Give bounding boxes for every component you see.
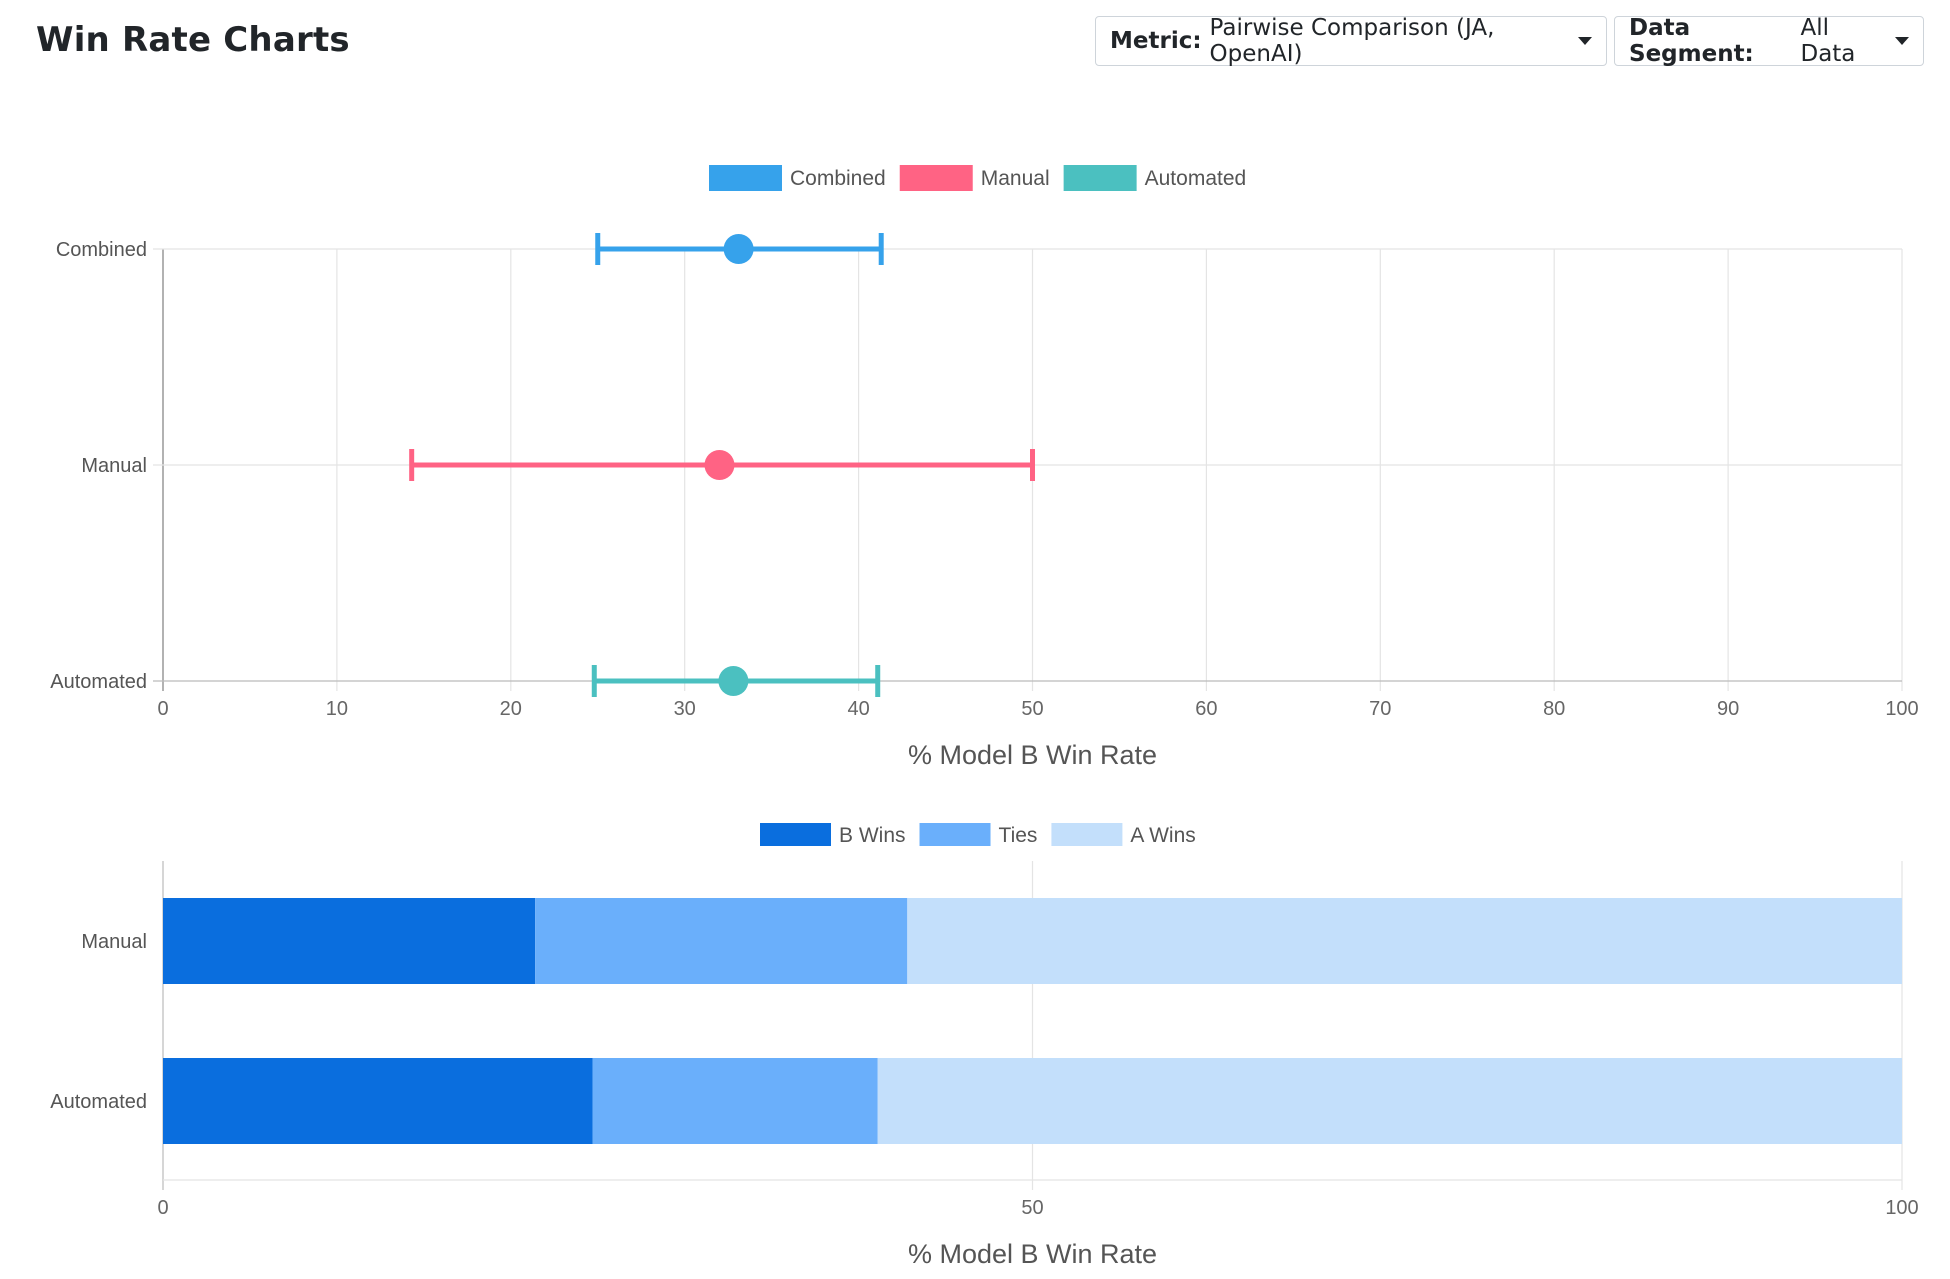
header-bar: Win Rate Charts Metric: Pairwise Compari… xyxy=(0,0,1950,90)
x-tick-label-60: 60 xyxy=(1195,698,1217,720)
legend-label-ties: Ties xyxy=(999,824,1038,847)
legend-swatch-manual xyxy=(899,165,973,191)
legend-swatch-combined xyxy=(709,165,782,191)
caret-down-icon xyxy=(1895,37,1909,45)
bar-manual-ties xyxy=(535,898,908,984)
legend-label-automated: Automated xyxy=(1145,167,1247,190)
data-point-manual xyxy=(704,450,735,480)
legend-label-combined: Combined xyxy=(790,167,886,190)
legend-swatch-a-wins xyxy=(1051,823,1123,846)
x-tick-label-50: 50 xyxy=(1021,1197,1043,1219)
legend-label-a-wins: A Wins xyxy=(1130,824,1195,847)
y-category-label-automated: Automated xyxy=(50,671,147,693)
x-tick-label-0: 0 xyxy=(157,1197,168,1219)
x-axis-title: % Model B Win Rate xyxy=(908,740,1157,770)
caret-down-icon xyxy=(1578,37,1592,45)
y-category-label-automated: Automated xyxy=(50,1091,147,1113)
y-category-label-manual: Manual xyxy=(81,455,147,477)
data-segment-dropdown-label: Data Segment: xyxy=(1629,15,1754,67)
legend-swatch-b-wins xyxy=(760,823,831,846)
x-tick-label-100: 100 xyxy=(1885,1197,1918,1219)
metric-dropdown[interactable]: Metric: Pairwise Comparison (JA, OpenAI) xyxy=(1095,15,1607,67)
bar-manual-b-wins xyxy=(163,898,536,984)
x-tick-label-70: 70 xyxy=(1369,698,1391,720)
x-tick-label-20: 20 xyxy=(500,698,522,720)
stacked-bar-chart: B Wins Ties A Wins 0 50 100 Manual Automated % M… xyxy=(50,823,1919,1269)
y-category-label-manual: Manual xyxy=(81,931,147,953)
x-tick-label-90: 90 xyxy=(1717,698,1739,720)
x-tick-label-0: 0 xyxy=(157,698,168,720)
x-axis-title: % Model B Win Rate xyxy=(908,1239,1157,1269)
y-category-label-combined: Combined xyxy=(56,239,147,261)
legend-swatch-automated xyxy=(1063,165,1137,191)
x-tick-label-10: 10 xyxy=(326,698,348,720)
legend-swatch-ties xyxy=(919,823,991,846)
metric-dropdown-value: Pairwise Comparison (JA, OpenAI) xyxy=(1209,15,1495,67)
legend-label-manual: Manual xyxy=(981,167,1050,190)
legend-label-b-wins: B Wins xyxy=(839,824,906,847)
data-segment-dropdown-value: All Data xyxy=(1800,15,1856,67)
errorbar-chart: Combined Manual Automated 0 10 20 30 40 50 60 70 80… xyxy=(50,165,1919,770)
x-tick-label-30: 30 xyxy=(674,698,696,720)
x-tick-label-40: 40 xyxy=(847,698,869,720)
x-tick-label-100: 100 xyxy=(1885,698,1918,720)
metric-dropdown-label: Metric: xyxy=(1110,28,1202,54)
data-segment-dropdown[interactable]: Data Segment: All Data xyxy=(1614,15,1924,67)
bar-automated-ties xyxy=(592,1058,878,1144)
x-tick-label-80: 80 xyxy=(1543,698,1565,720)
data-point-combined xyxy=(723,234,754,264)
bar-manual-a-wins xyxy=(907,898,1902,984)
x-tick-label-50: 50 xyxy=(1021,698,1043,720)
data-point-automated xyxy=(718,666,749,696)
bar-automated-b-wins xyxy=(163,1058,593,1144)
page-title: Win Rate Charts xyxy=(36,20,350,60)
bar-automated-a-wins xyxy=(877,1058,1902,1144)
